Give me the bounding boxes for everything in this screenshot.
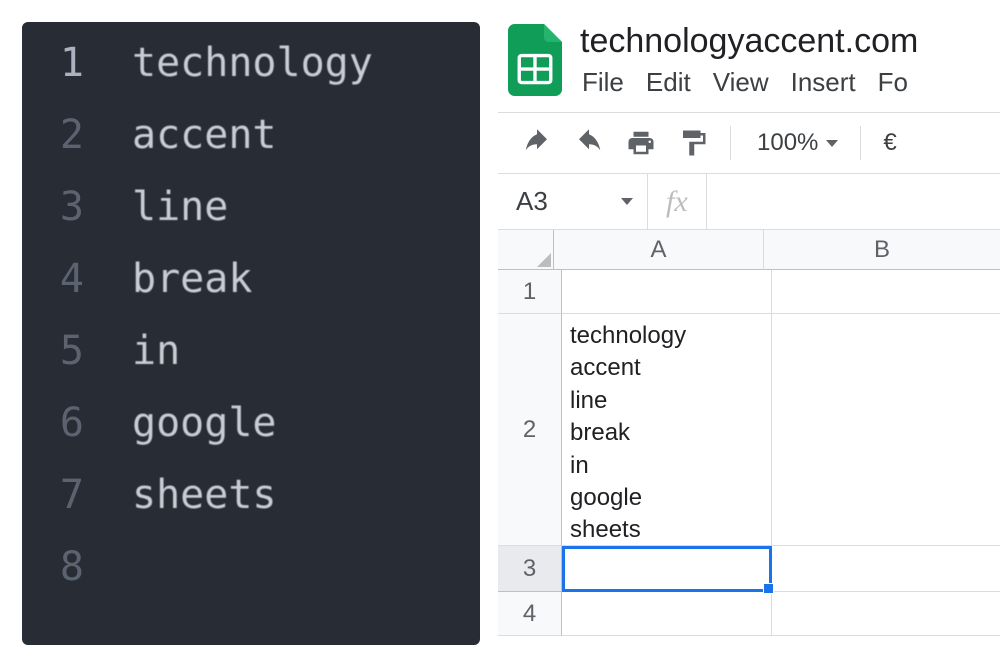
cell-A2[interactable]: technology accent line break in google s… [562, 314, 772, 546]
cell-B2[interactable] [772, 314, 1000, 546]
line-code[interactable]: sheets [84, 472, 277, 518]
editor-line[interactable]: 6 google [22, 400, 480, 472]
line-number: 2 [44, 112, 84, 158]
grid-body: 1 2 3 4 technology accent line break in … [498, 270, 1000, 636]
line-code[interactable]: break [84, 256, 252, 302]
google-sheets-panel: technologyaccent.com File Edit View Inse… [480, 0, 1000, 667]
undo-icon[interactable] [522, 128, 552, 158]
name-box-value: A3 [516, 186, 548, 217]
line-number: 6 [44, 400, 84, 446]
menu-format[interactable]: Fo [878, 67, 908, 98]
menu-file[interactable]: File [582, 67, 624, 98]
toolbar: 100% € [498, 112, 1000, 174]
line-number: 3 [44, 184, 84, 230]
document-title[interactable]: technologyaccent.com [580, 18, 1000, 61]
row-header-3[interactable]: 3 [498, 546, 562, 592]
editor-line[interactable]: 7 sheets [22, 472, 480, 544]
line-code[interactable]: google [84, 400, 277, 446]
line-code[interactable]: technology [84, 40, 373, 86]
sheets-header: technologyaccent.com File Edit View Inse… [498, 18, 1000, 108]
row-header-2[interactable]: 2 [498, 314, 562, 546]
column-header-B[interactable]: B [764, 230, 1000, 270]
chevron-down-icon [826, 140, 838, 147]
sheets-title-area: technologyaccent.com File Edit View Inse… [580, 18, 1000, 108]
line-number: 1 [44, 40, 84, 86]
line-code[interactable]: accent [84, 112, 277, 158]
row-header-1[interactable]: 1 [498, 270, 562, 314]
menu-insert[interactable]: Insert [791, 67, 856, 98]
cell-A4[interactable] [562, 592, 772, 636]
code-editor-panel: 1 technology 2 accent 3 line 4 break 5 i… [22, 22, 480, 645]
select-all-corner[interactable] [498, 230, 554, 270]
grid-header-row: A B [498, 230, 1000, 270]
cell-B1[interactable] [772, 270, 1000, 314]
line-number: 8 [44, 544, 84, 590]
cell-A3[interactable] [562, 546, 772, 592]
editor-line[interactable]: 8 [22, 544, 480, 616]
fx-icon: fx [648, 174, 707, 229]
redo-icon[interactable] [574, 128, 604, 158]
toolbar-separator [860, 126, 861, 160]
print-icon[interactable] [626, 128, 656, 158]
menu-bar: File Edit View Insert Fo [580, 61, 1000, 108]
line-number: 7 [44, 472, 84, 518]
zoom-value: 100% [757, 129, 818, 157]
line-number: 5 [44, 328, 84, 374]
menu-view[interactable]: View [713, 67, 769, 98]
line-number: 4 [44, 256, 84, 302]
line-code[interactable]: in [84, 328, 180, 374]
formula-input[interactable] [707, 174, 1000, 229]
row-header-4[interactable]: 4 [498, 592, 562, 636]
editor-line[interactable]: 3 line [22, 184, 480, 256]
zoom-dropdown[interactable]: 100% [757, 129, 838, 157]
menu-edit[interactable]: Edit [646, 67, 691, 98]
paint-format-icon[interactable] [678, 128, 708, 158]
editor-line[interactable]: 4 break [22, 256, 480, 328]
google-sheets-icon [508, 24, 562, 96]
formula-bar: A3 fx [498, 174, 1000, 230]
cell-B4[interactable] [772, 592, 1000, 636]
currency-format-button[interactable]: € [883, 129, 896, 157]
cell-A1[interactable] [562, 270, 772, 314]
toolbar-separator [730, 126, 731, 160]
column-header-A[interactable]: A [554, 230, 764, 270]
name-box[interactable]: A3 [498, 174, 648, 229]
cell-B3[interactable] [772, 546, 1000, 592]
editor-line[interactable]: 2 accent [22, 112, 480, 184]
chevron-down-icon [621, 198, 633, 205]
editor-line[interactable]: 5 in [22, 328, 480, 400]
editor-line[interactable]: 1 technology [22, 40, 480, 112]
line-code[interactable]: line [84, 184, 228, 230]
